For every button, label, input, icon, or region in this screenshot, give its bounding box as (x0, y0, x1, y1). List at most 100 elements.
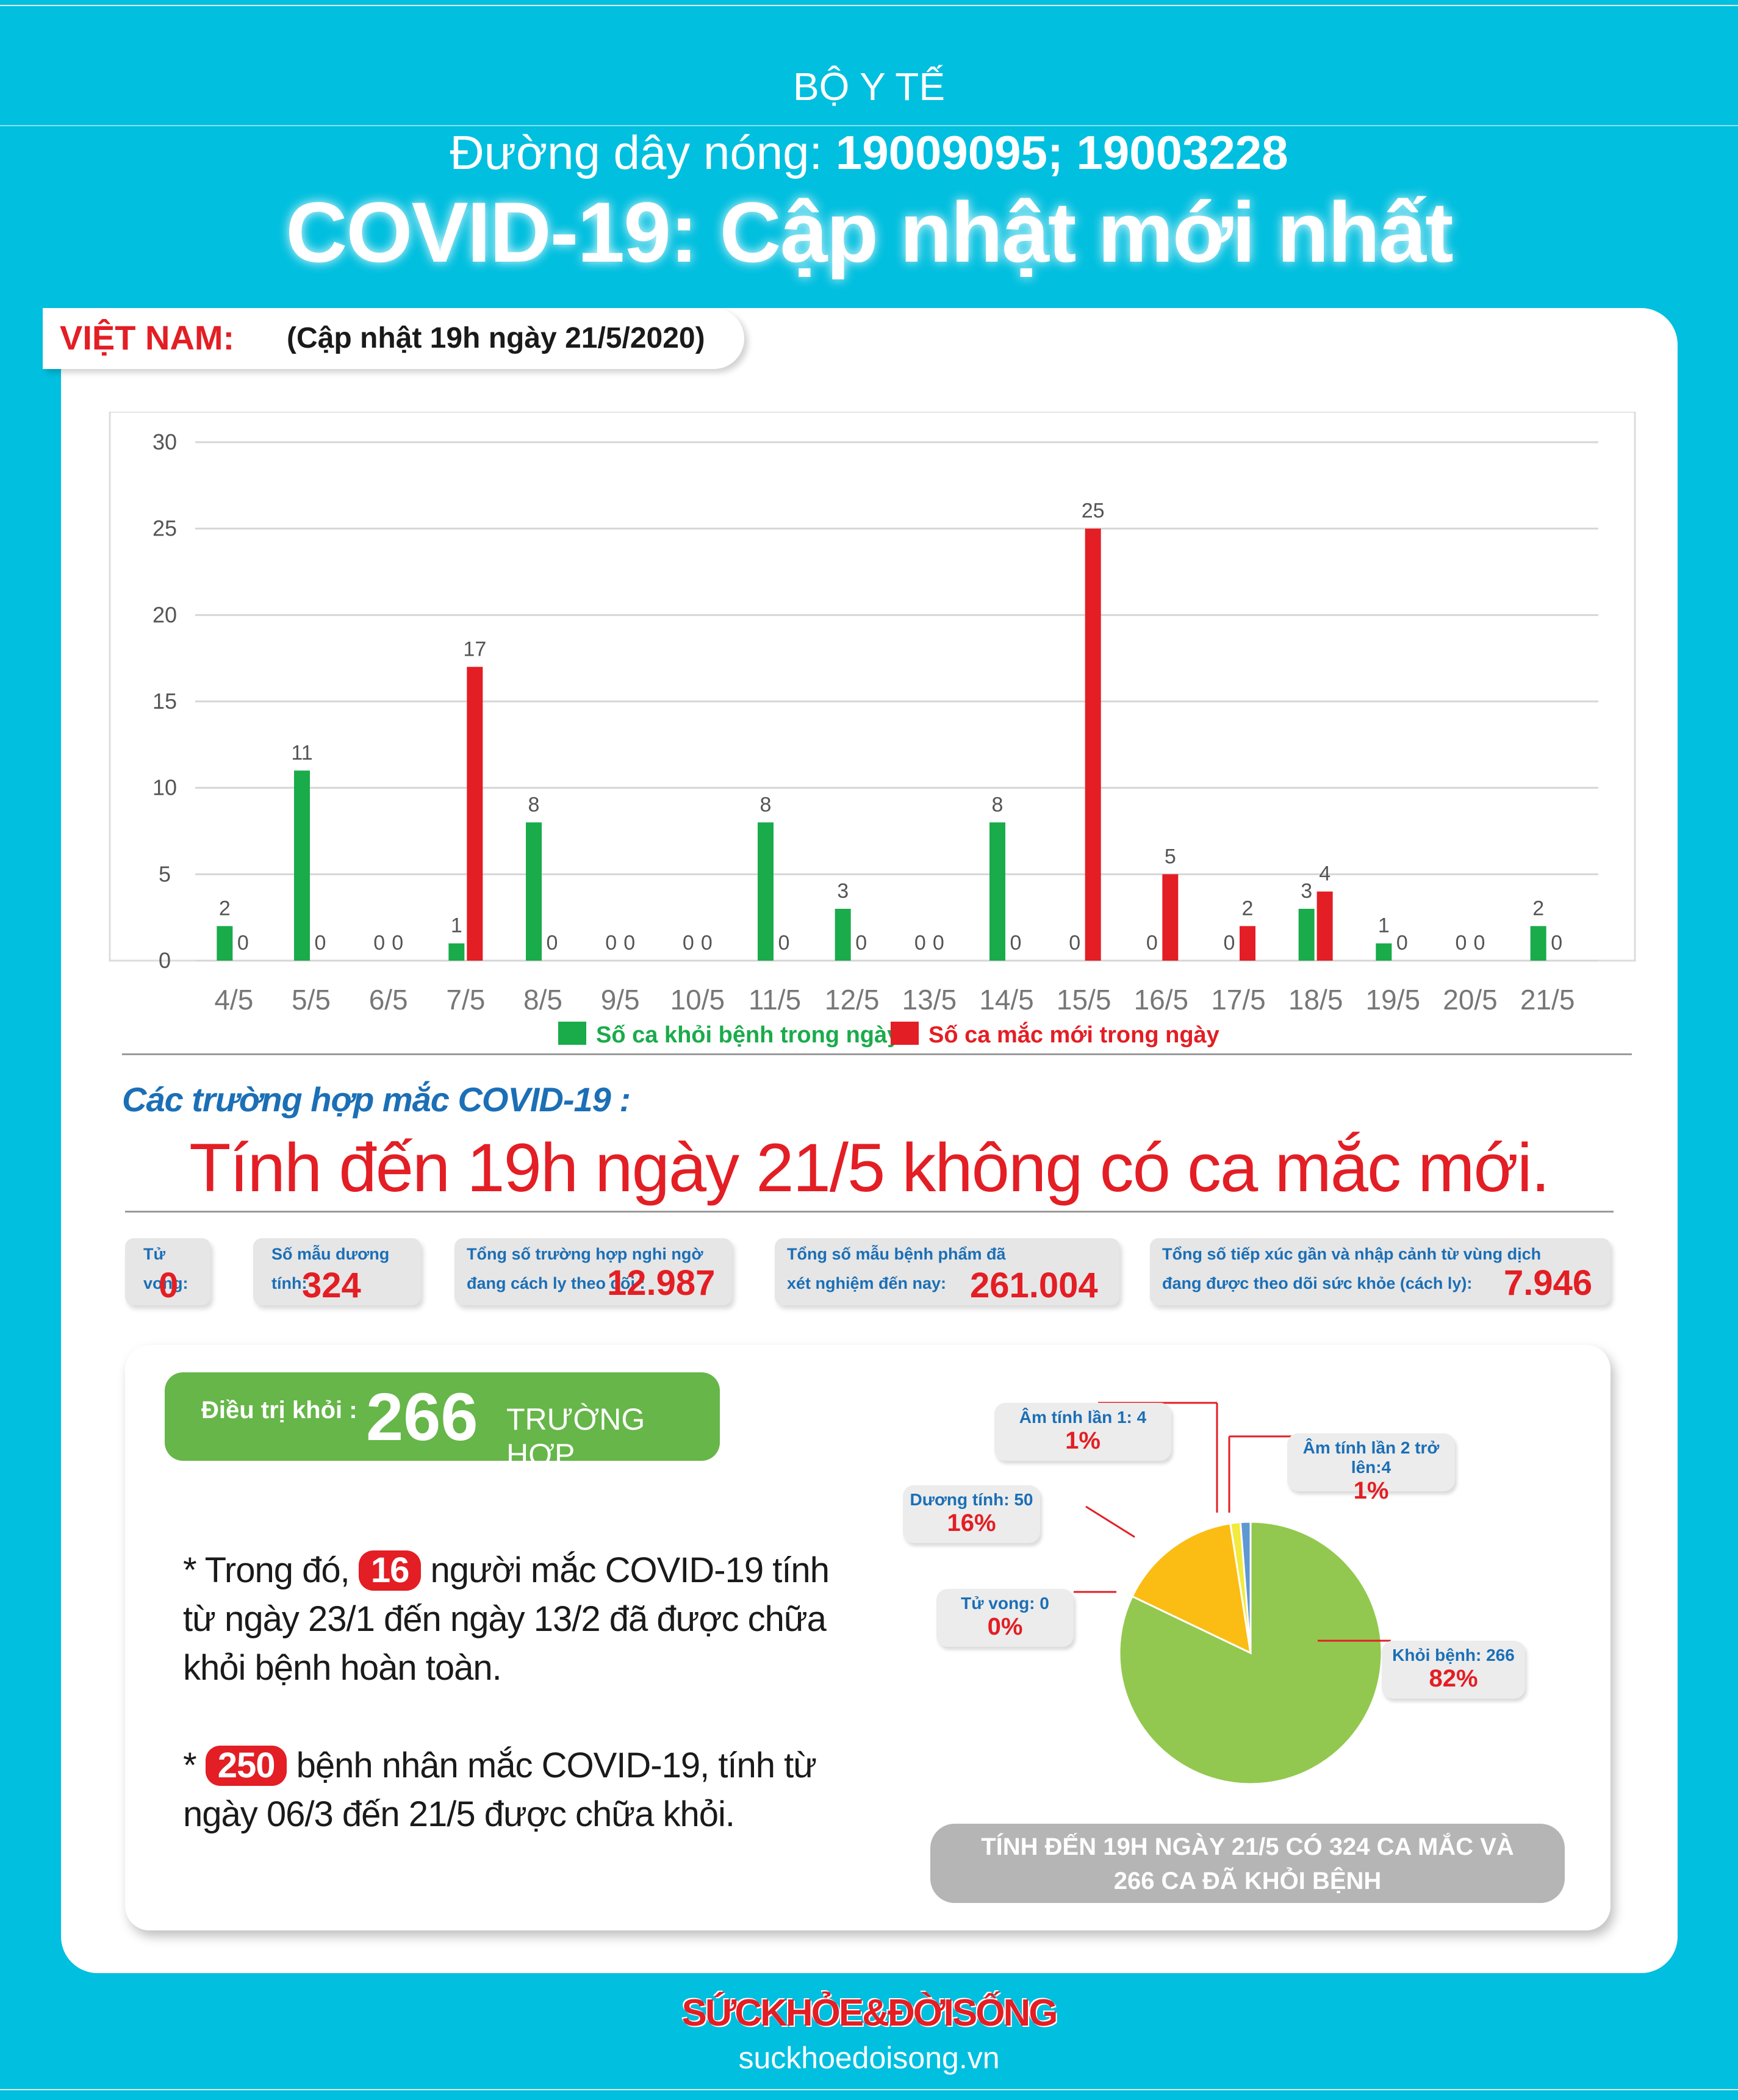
data-label: 11 (291, 741, 312, 764)
note2-prefix: * (183, 1746, 197, 1785)
pie-label-negative-2-name: Âm tính lần 2 trở lên:4 (1302, 1438, 1440, 1477)
x-tick-label: 12/5 (825, 984, 880, 1016)
x-tick-label: 14/5 (979, 984, 1034, 1016)
recovered-bar (526, 822, 542, 961)
pie-label-recovered: Khỏi bệnh: 266 82% (1382, 1641, 1525, 1699)
recovery-note-2: * 250 bệnh nhân mắc COVID-19, tính từ ng… (183, 1741, 817, 1839)
data-label: 2 (1242, 897, 1254, 920)
pie-label-positive: Dương tính: 50 16% (903, 1485, 1040, 1543)
data-label: 0 (373, 931, 385, 955)
data-label: 0 (1551, 931, 1562, 955)
no-new-cases-headline: Tính đến 19h ngày 21/5 không có ca mắc m… (189, 1130, 1550, 1206)
stat-tested-value: 261.004 (970, 1266, 1098, 1305)
data-label: 0 (1146, 931, 1158, 955)
pie-label-deaths: Tử vong: 0 0% (936, 1589, 1074, 1647)
data-label: 0 (547, 931, 558, 955)
note1-text-c: khỏi bệnh hoàn toàn. (183, 1648, 502, 1688)
stat-tested-label1: Tổng số mẫu bệnh phẩm đã (787, 1245, 1006, 1263)
stat-suspected: Tổng số trường hợp nghi ngờ đang cách ly… (454, 1238, 732, 1305)
data-label: 0 (701, 931, 713, 955)
country-tag: VIỆT NAM: (Cập nhật 19h ngày 21/5/2020) (43, 308, 744, 369)
data-label: 0 (683, 931, 694, 955)
x-tick-label: 9/5 (601, 984, 640, 1016)
recovered-bar (989, 822, 1005, 961)
stat-deaths: Tử vong: 0 (125, 1238, 210, 1305)
note2-text-b: ngày 06/3 đến 21/5 được chữa khỏi. (183, 1794, 735, 1834)
bottom-frame-line (0, 2089, 1738, 2090)
data-label: 3 (1301, 880, 1312, 903)
legend-label: Số ca khỏi bệnh trong ngày (596, 1022, 900, 1048)
data-label: 1 (451, 914, 462, 937)
stat-suspected-value: 12.987 (607, 1263, 716, 1303)
recovered-bar (1298, 909, 1315, 961)
new-case-bar (1240, 926, 1255, 961)
x-tick-label: 16/5 (1134, 984, 1189, 1016)
data-label: 0 (1010, 931, 1022, 955)
data-label: 4 (1319, 862, 1330, 886)
y-tick-label: 15 (153, 689, 177, 714)
recovered-label: Điều trị khỏi : (201, 1397, 357, 1424)
recovered-bar (835, 909, 851, 961)
x-tick-label: 15/5 (1057, 984, 1111, 1016)
stat-deaths-value: 0 (159, 1266, 179, 1305)
x-tick-label: 4/5 (214, 984, 253, 1016)
data-label: 0 (315, 931, 326, 955)
stat-contacts-label1: Tổng số tiếp xúc gần và nhập cảnh từ vùn… (1162, 1245, 1542, 1263)
recovered-bar (1530, 926, 1546, 961)
publisher-site: suckhoedoisong.vn (738, 2041, 1000, 2075)
stat-tested: Tổng số mẫu bệnh phẩm đã xét nghiệm đến … (775, 1238, 1119, 1305)
summary-line-1: TÍNH ĐẾN 19H NGÀY 21/5 CÓ 324 CA MẮC VÀ (981, 1833, 1514, 1860)
data-label: 3 (837, 880, 849, 903)
hotline-label: Đường dây nóng: (450, 126, 823, 179)
data-label: 0 (914, 931, 926, 955)
stat-contacts: Tổng số tiếp xúc gần và nhập cảnh từ vùn… (1150, 1238, 1611, 1305)
new-case-bar (1085, 528, 1101, 961)
pie-label-negative-1: Âm tính lần 1: 4 1% (994, 1403, 1171, 1461)
pie-label-negative-2: Âm tính lần 2 trở lên:4 1% (1287, 1433, 1455, 1504)
summary-line-2: 266 CA ĐÃ KHỎI BỆNH (1113, 1868, 1382, 1894)
recovery-note-1: * Trong đó, 16 người mắc COVID-19 tính t… (183, 1546, 830, 1693)
top-frame-line (0, 5, 1738, 6)
pie-label-negative-1-pct: 1% (1065, 1427, 1101, 1454)
x-tick-label: 13/5 (902, 984, 957, 1016)
data-label: 8 (528, 793, 540, 816)
legend-swatch (558, 1022, 586, 1045)
recovered-bar (294, 770, 310, 961)
recovered-unit: TRƯỜNG HỢP (506, 1402, 645, 1472)
pie-label-deaths-pct: 0% (987, 1613, 1023, 1640)
plot-area-border (109, 412, 1636, 962)
hotline: Đường dây nóng: 19009095; 19003228 (0, 125, 1738, 181)
y-tick-label: 25 (153, 516, 177, 541)
org-name: BỘ Y TẾ (792, 65, 946, 109)
data-label: 0 (237, 931, 249, 955)
x-tick-label: 5/5 (292, 984, 331, 1016)
data-label: 0 (1396, 931, 1408, 955)
new-case-bar (467, 667, 483, 961)
pie-label-positive-pct: 16% (947, 1510, 996, 1536)
data-label: 2 (1532, 897, 1544, 920)
stat-deaths-label: Tử vong: (143, 1245, 189, 1292)
legend-label: Số ca mắc mới trong ngày (928, 1021, 1219, 1048)
pie-slice (1239, 1521, 1252, 1654)
y-tick-label: 5 (159, 861, 171, 886)
pie-label-negative-1-name: Âm tính lần 1: 4 (1019, 1408, 1147, 1427)
update-time: (Cập nhật 19h ngày 21/5/2020) (287, 322, 705, 354)
note1-prefix: * Trong đó, (183, 1550, 350, 1590)
recovered-pill: Điều trị khỏi : 266 TRƯỜNG HỢP (165, 1372, 720, 1472)
y-tick-label: 30 (153, 429, 177, 454)
note1-text-a: người mắc COVID-19 tính (430, 1550, 830, 1590)
country-name: VIỆT NAM: (60, 318, 235, 357)
x-tick-label: 6/5 (369, 984, 408, 1016)
data-label: 17 (463, 637, 486, 661)
page-title: COVID-19: Cập nhật mới nhất (285, 184, 1453, 280)
recovered-bar (448, 943, 465, 961)
stat-positive-label: Số mẫu dương tính: (271, 1245, 390, 1292)
data-label: 5 (1165, 845, 1176, 868)
note2-text-a: bệnh nhân mắc COVID-19, tính từ (296, 1746, 817, 1785)
chart-divider (122, 1053, 1632, 1055)
cases-heading: Các trường hợp mắc COVID-19 : (122, 1080, 631, 1119)
data-label: 0 (605, 931, 617, 955)
pie-label-negative-2-pct: 1% (1353, 1477, 1389, 1504)
stat-positive: Số mẫu dương tính: 324 (253, 1238, 421, 1305)
